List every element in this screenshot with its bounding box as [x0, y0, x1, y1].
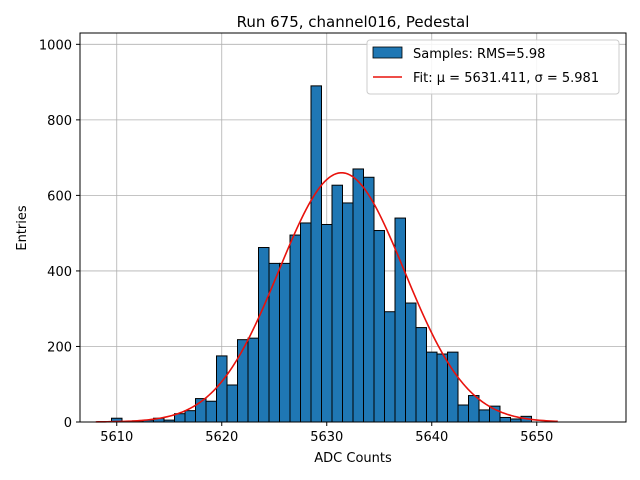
histogram-bar — [216, 355, 228, 423]
histogram-bar — [436, 353, 448, 423]
x-axis-ticks: 5610 5620 5630 5640 5650 — [100, 422, 553, 445]
legend-fit-params: μ = 5631.411, σ = 5.981 — [437, 71, 599, 86]
x-tick-label: 5630 — [310, 430, 343, 445]
y-tick-label: 600 — [47, 189, 72, 204]
y-axis-label: Entries — [15, 205, 30, 251]
histogram-bar — [300, 222, 312, 423]
histogram-bar — [268, 262, 280, 423]
histogram-bar — [184, 410, 196, 423]
y-tick-label: 800 — [47, 114, 72, 129]
legend-label-fit: Fit: μ = 5631.411, σ = 5.981 — [413, 71, 599, 86]
x-tick-label: 5650 — [520, 430, 553, 445]
x-tick-label: 5640 — [415, 430, 448, 445]
histogram-bars — [111, 85, 532, 423]
y-tick-label: 200 — [47, 340, 72, 355]
histogram-bar — [342, 202, 354, 423]
histogram-bar — [237, 339, 249, 423]
y-axis-ticks: 0 200 400 600 800 1000 — [39, 38, 80, 431]
histogram-bar — [205, 400, 217, 423]
histogram-bar — [310, 85, 322, 423]
chart-title: Run 675, channel016, Pedestal — [237, 13, 470, 31]
histogram-bar — [373, 230, 385, 423]
legend-fit-prefix: Fit: — [413, 71, 437, 86]
histogram-bar — [499, 416, 511, 423]
y-tick-label: 0 — [64, 416, 72, 431]
histogram-bar — [457, 404, 469, 423]
legend-swatch-samples — [372, 46, 403, 59]
histogram-bar — [426, 351, 438, 423]
y-tick-label: 400 — [47, 265, 72, 280]
legend-label-samples: Samples: RMS=5.98 — [413, 47, 545, 62]
x-axis-label: ADC Counts — [314, 451, 392, 466]
gaussian-fit-curve — [95, 171, 558, 423]
legend: Samples: RMS=5.98 Fit: μ = 5631.411, σ =… — [366, 39, 620, 95]
histogram-bar — [226, 384, 238, 423]
histogram-bar — [384, 311, 396, 423]
histogram-bar — [247, 337, 259, 423]
histogram-bar — [394, 217, 406, 423]
histogram-bar — [279, 262, 291, 423]
histogram-bar — [258, 247, 270, 423]
histogram-bar — [468, 395, 480, 423]
histogram-bar — [331, 184, 343, 423]
histogram-bar — [321, 223, 333, 423]
y-tick-label: 1000 — [39, 38, 72, 53]
histogram-bar — [447, 351, 459, 423]
histogram-bar — [405, 302, 417, 423]
histogram-bar — [352, 168, 364, 423]
plot-frame — [79, 32, 627, 423]
legend-box — [366, 39, 620, 95]
histogram-bar — [415, 327, 427, 423]
histogram-bar — [478, 409, 490, 423]
histogram-bar — [363, 176, 375, 423]
histogram-bar — [289, 234, 301, 423]
x-tick-label: 5620 — [205, 430, 238, 445]
x-tick-label: 5610 — [100, 430, 133, 445]
